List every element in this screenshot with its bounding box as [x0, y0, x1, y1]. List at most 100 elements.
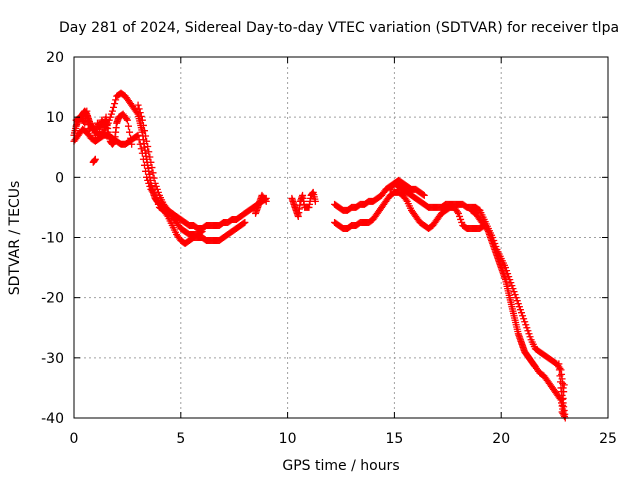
data-point: [151, 179, 159, 187]
x-tick-label: 20: [492, 431, 510, 447]
data-point: [143, 173, 151, 181]
data-point: [88, 123, 96, 131]
data-point: [147, 158, 155, 166]
data-point: [122, 115, 130, 123]
data-point: [402, 196, 410, 204]
data-point: [197, 228, 205, 236]
data-point: [515, 303, 523, 311]
data-point: [111, 100, 119, 108]
data-point: [198, 227, 206, 235]
data-point: [154, 188, 162, 196]
data-point: [507, 279, 515, 287]
data-point: [144, 142, 152, 150]
data-point: [559, 409, 567, 417]
data-point: [127, 134, 135, 142]
data-point: [135, 105, 143, 113]
data-point: [511, 291, 519, 299]
data-point: [89, 158, 97, 166]
data-point: [556, 378, 564, 386]
data-point: [458, 218, 466, 226]
x-tick-label: 15: [385, 431, 403, 447]
data-point: [505, 273, 513, 281]
data-point: [560, 411, 568, 419]
data-point: [123, 116, 131, 124]
data-point: [521, 318, 529, 326]
y-tick-label: -40: [41, 411, 64, 427]
data-point: [112, 96, 120, 104]
data-point: [80, 118, 88, 126]
data-point: [148, 164, 156, 172]
data-point: [139, 121, 147, 129]
data-point: [454, 209, 462, 217]
data-point: [525, 330, 533, 338]
y-tick-label: -10: [41, 231, 64, 247]
data-point: [150, 174, 158, 182]
data-point: [139, 155, 147, 163]
data-point: [560, 412, 568, 420]
data-point: [140, 161, 148, 169]
data-point: [514, 300, 522, 308]
data-point: [138, 149, 146, 157]
data-point: [146, 182, 154, 190]
data-point: [126, 128, 134, 136]
data-point: [143, 137, 151, 145]
data-point: [457, 215, 465, 223]
y-axis-ticks: 20 10 0 -10 -20 -30 -40: [41, 50, 608, 427]
data-point: [510, 288, 518, 296]
data-point: [133, 132, 141, 140]
data-point: [501, 264, 509, 272]
data-point: [555, 366, 563, 374]
data-point: [140, 127, 148, 135]
y-tick-label: 0: [55, 170, 64, 186]
data-point: [241, 218, 249, 226]
data-point: [559, 401, 567, 409]
data-point: [150, 190, 158, 198]
y-tick-label: 10: [46, 110, 64, 126]
data-point: [134, 101, 142, 109]
data-point: [556, 372, 564, 380]
data-point: [137, 112, 145, 120]
data-point: [144, 176, 152, 184]
data-point: [492, 243, 500, 251]
data-point: [108, 107, 116, 115]
y-tick-label: -30: [41, 351, 64, 367]
data-point: [107, 110, 115, 118]
data-point: [145, 179, 153, 187]
data-point: [512, 294, 520, 302]
data-point: [560, 381, 568, 389]
x-tick-label: 0: [70, 431, 79, 447]
data-point: [508, 282, 516, 290]
y-axis-label: SDTVAR / TECUs: [7, 181, 23, 296]
data-point: [456, 212, 464, 220]
data-point: [516, 306, 524, 314]
data-point: [128, 140, 136, 148]
data-point: [153, 185, 161, 193]
data-point: [261, 196, 269, 204]
data-point: [524, 327, 532, 335]
data-point: [146, 153, 154, 161]
data-point: [519, 312, 527, 320]
x-tick-label: 25: [599, 431, 617, 447]
data-point: [135, 136, 143, 144]
x-tick-label: 10: [279, 431, 297, 447]
data-point: [136, 109, 144, 117]
data-point: [517, 309, 525, 317]
data-point: [137, 145, 145, 153]
data-point: [124, 122, 132, 130]
data-point: [490, 237, 498, 245]
data-point: [503, 267, 511, 275]
data-point: [142, 132, 150, 140]
gridlines: [74, 57, 608, 418]
x-axis-ticks: 0 5 10 15 20 25: [70, 57, 617, 447]
data-point: [523, 324, 531, 332]
data-point: [489, 234, 497, 241]
data-point: [152, 194, 160, 202]
data-point: [491, 240, 499, 248]
chart-title: Day 281 of 2024, Sidereal Day-to-day VTE…: [59, 20, 619, 36]
data-point: [153, 197, 161, 205]
data-point: [142, 167, 150, 175]
data-point: [526, 333, 534, 341]
data-point: [240, 219, 248, 227]
data-point: [110, 103, 118, 111]
data-point: [420, 191, 428, 199]
